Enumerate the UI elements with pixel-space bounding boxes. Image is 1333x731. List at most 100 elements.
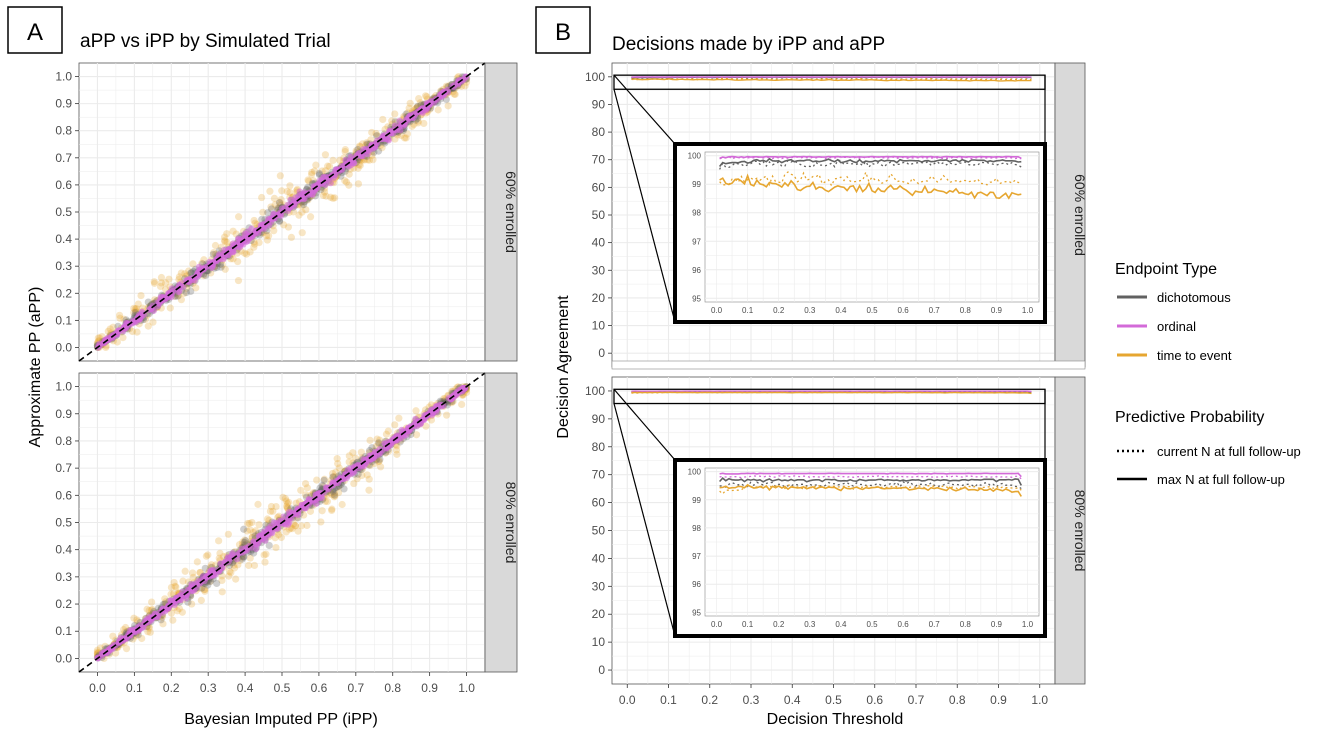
panel-a-facet-2-point-time-to-event [161,595,169,603]
panel-a-facet-2-point-time-to-event [146,628,154,636]
panel-a-facet-2-point-time-to-event [181,567,189,575]
panel-a-facet-1-point-time-to-event [400,134,409,142]
panel-a-facet-2-point-ordinal [254,541,261,548]
panel-a-facet-1-point-dichotomous [264,209,272,217]
panel-a-facet-2-point-dichotomous [240,538,249,546]
panel-a-label-box [7,6,63,54]
panel-b-facet-2-y-tick-label: 60 [592,496,606,510]
panel-a-facet-2-point-time-to-event [265,516,273,524]
panel-a-x-tick-label: 0.0 [89,681,106,695]
panel-b-facet-1-inset-line-ordinal-solid [719,155,1022,160]
panel-a-facet-1-point-ordinal [347,161,355,169]
panel-a-facet-1-point-time-to-event [342,178,351,186]
panel-a-facet-1-point-time-to-event [397,131,405,139]
panel-a-facet-1-y-tick-label: 0.7 [55,151,72,165]
panel-a-facet-2-point-time-to-event [297,486,305,494]
panel-a-facet-1-point-time-to-event [329,156,337,164]
panel-b-facet-2-inset-x-tick-label: 0.5 [866,620,878,629]
panel-b-facet-2-inset-y-tick-label: 96 [692,580,701,589]
panel-a-facet-1-point-time-to-event [326,193,335,201]
panel-a-facet-1-point-time-to-event [322,192,330,200]
panel-a-facet-2-point-ordinal [405,424,412,432]
panel-a-facet-1-point-ordinal [265,222,273,229]
panel-a-facet-1-point-time-to-event [402,134,410,142]
panel-a-facet-2-point-ordinal [280,513,287,520]
panel-a-facet-2-y-tick-label: 0.4 [55,543,72,557]
panel-a-facet-2-point-time-to-event [303,484,311,492]
panel-a-facet-2-y-tick-label: 0.0 [55,651,72,665]
panel-a-x-tick-label: 1.0 [458,681,475,695]
panel-a-facet-1-point-dichotomous [217,263,225,271]
panel-a-facet-1-strip-label: 60% enrolled [503,171,519,253]
panel-a-facet-1-point-time-to-event [434,106,442,114]
panel-a-facet-1-point-time-to-event [280,221,288,229]
panel-a-facet-1-point-time-to-event [134,300,142,308]
panel-a-facet-1-point-dichotomous [209,250,217,258]
panel-a-facet-1-point-time-to-event [265,232,273,240]
panel-b-facet-2-inset-y-tick-label: 97 [692,552,701,561]
panel-a-facet-2-point-time-to-event [412,431,421,439]
panel-b-facet-1-inset-line-dichotomous-dotted [719,159,1022,170]
panel-b-facet-2-inset-x-tick-label: 0.2 [773,620,785,629]
panel-a-facet-1-point-time-to-event [267,203,275,211]
panel-a-facet-2-point-time-to-event [188,600,196,608]
panel-a-facet-2-point-ordinal [301,505,309,512]
panel-a-facet-1-point-time-to-event [451,90,459,99]
panel-a-facet-1-point-time-to-event [229,227,237,235]
panel-b-facet-1-inset-x-tick-label: 0.6 [898,306,910,315]
panel-a-facet-2-point-time-to-event [281,495,290,503]
panel-a-facet-1-point-time-to-event [234,213,243,221]
panel-a-facet-2-point-time-to-event [169,616,177,624]
panel-a-facet-2-point-time-to-event [226,567,234,576]
panel-a-facet-2-point-dichotomous [238,555,246,563]
panel-a-facet-1-point-time-to-event [137,291,145,300]
panel-a-facet-1-point-dichotomous [187,269,195,277]
panel-a-facet-1-point-ordinal [195,263,203,271]
panel-a-facet-2-point-time-to-event [330,489,339,497]
legend-item-dichotomous: dichotomous [1157,290,1231,305]
panel-a-facet-1-y-tick-label: 0.2 [55,286,72,300]
panel-a-x-tick-label: 0.3 [200,681,217,695]
panel-a-facet-1-point-time-to-event [266,187,274,195]
panel-a-facet-1-point-time-to-event [96,334,104,342]
panel-a-facet-1-point-time-to-event [165,275,173,283]
panel-a-facet-1-point-time-to-event [416,99,424,107]
panel-a-facet-2-point-time-to-event [440,394,448,403]
panel-a-facet-2-point-dichotomous [330,491,339,499]
panel-a-facet-1-point-time-to-event [306,213,315,221]
panel-a-facet-1-point-dichotomous [187,287,195,295]
panel-a-facet-2-point-dichotomous [240,525,248,533]
panel-a-facet-1-point-time-to-event [223,238,231,246]
panel-a-facet-2-point-time-to-event [216,549,224,557]
panel-a-facet-1-point-time-to-event [302,206,310,214]
legend-endpoint-title: Endpoint Type [1115,261,1217,278]
panel-a-x-tick-label: 0.9 [421,681,438,695]
panel-a-facet-1-point-time-to-event [211,241,220,250]
panel-a-facet-2-point-dichotomous [213,579,221,588]
panel-a-facet-2-point-time-to-event [200,586,208,594]
panel-a-facet-1-point-time-to-event [378,144,386,152]
panel-b-facet-2-inset-y-tick-label: 99 [692,496,701,505]
panel-a-facet-1-point-time-to-event [421,92,430,100]
panel-a-facet-2-point-time-to-event [393,450,401,458]
panel-a-facet-2-point-time-to-event [282,497,290,505]
panel-a-facet-2-point-ordinal [229,550,236,557]
panel-a-facet-1-point-time-to-event [149,318,157,326]
panel-a-facet-1-point-time-to-event [185,267,193,275]
panel-a-facet-2-point-time-to-event [218,572,226,580]
panel-a-facet-2-point-time-to-event [254,500,262,508]
panel-b-facet-2-inset-y-tick-label: 98 [692,524,701,533]
panel-a-facet-1-point-time-to-event [223,230,231,238]
panel-a-facet-2-point-time-to-event [291,521,299,530]
panel-a-facet-2-point-time-to-event [333,455,341,463]
panel-a-facet-2-point-time-to-event [320,475,329,483]
panel-b-facet-2-line-time-to-event-solid [631,391,1032,395]
panel-b-facet-2-inset-line-ordinal-dotted [719,475,1022,480]
panel-a-facet-2-point-time-to-event [283,502,291,510]
panel-a-facet-1-strip [484,62,518,362]
panel-b-x-tick-label: 0.0 [619,693,636,707]
panel-b-facet-gap [611,360,1086,370]
panel-a-facet-1-point-time-to-event [234,276,243,285]
panel-a-facet-1-point-time-to-event [113,338,121,346]
panel-b-facet-1-inset-x-tick-label: 0.0 [711,306,723,315]
